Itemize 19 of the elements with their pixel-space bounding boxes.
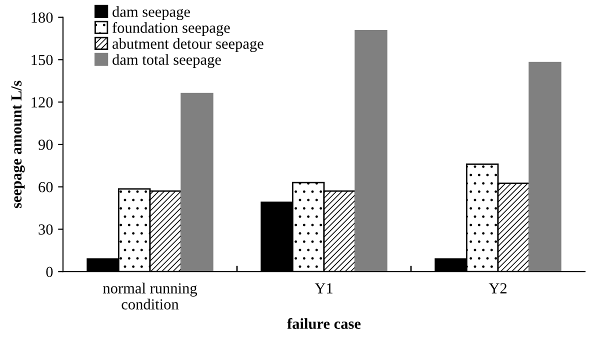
- bar: [528, 62, 562, 272]
- x-tick-label: Y1: [314, 283, 332, 294]
- y-tick-label: 30: [38, 224, 53, 235]
- legend-label: dam total seepage: [112, 54, 221, 68]
- bar: [180, 92, 214, 272]
- y-tick-label: 0: [46, 266, 53, 278]
- y-axis-title: seepage amount L/s: [11, 80, 25, 208]
- y-tick-label: 90: [38, 140, 53, 150]
- y-tick-label: 180: [32, 12, 53, 23]
- y-tick-label: 60: [38, 182, 53, 192]
- legend-label: dam seepage: [112, 6, 190, 20]
- legend-label: foundation seepage: [112, 22, 230, 36]
- x-tick-label: normal running condition: [103, 282, 198, 310]
- legend-label: abutment detour seepage: [112, 38, 264, 52]
- bar: [354, 30, 388, 272]
- x-axis-title: failure case: [287, 318, 361, 329]
- y-tick-label: 120: [32, 97, 53, 108]
- y-tick-label: 150: [32, 54, 53, 66]
- x-tick-label: Y2: [488, 283, 506, 294]
